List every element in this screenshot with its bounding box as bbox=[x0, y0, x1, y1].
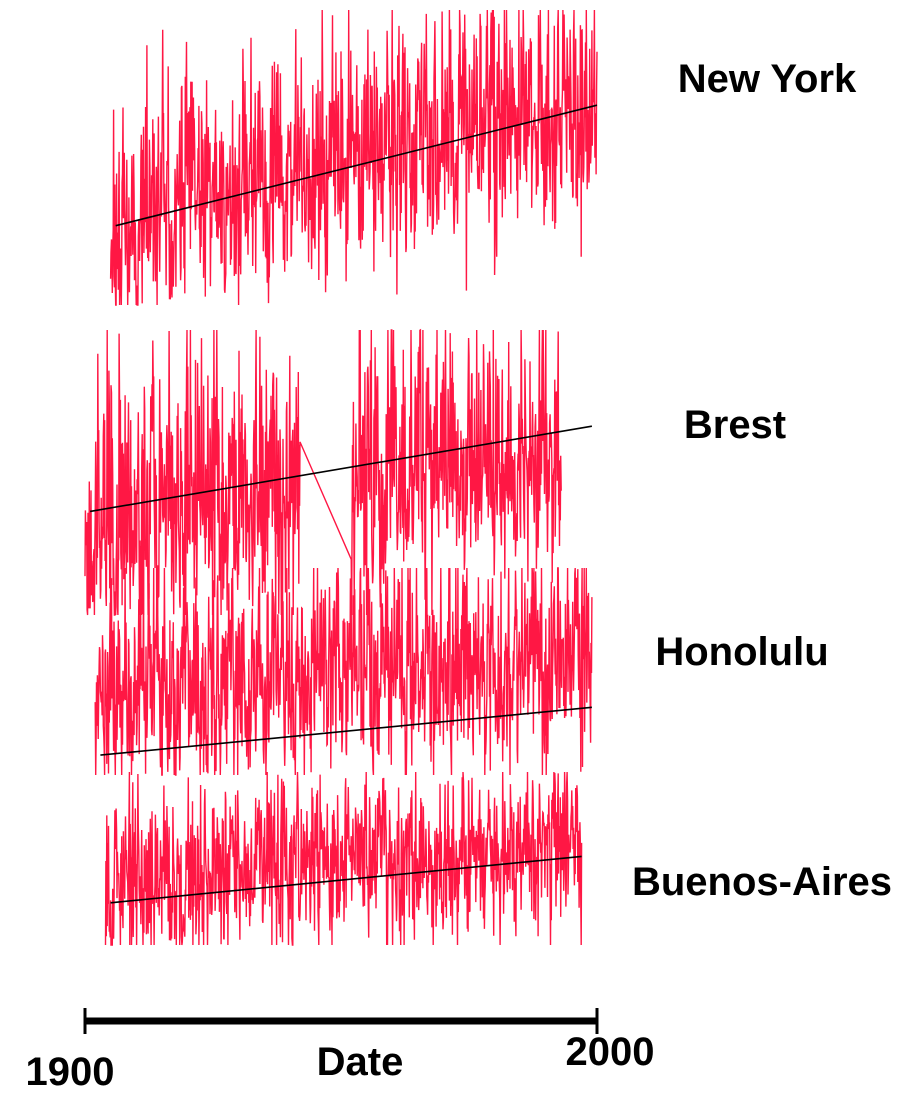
trend-line-honolulu bbox=[100, 706, 592, 756]
x-tick-label-2000: 2000 bbox=[566, 1030, 655, 1074]
series-layer bbox=[84, 9, 598, 946]
series-line-honolulu bbox=[94, 567, 593, 776]
series-line-buenos-aires bbox=[104, 771, 583, 946]
station-label-new-york: New York bbox=[678, 57, 857, 101]
trend-line-buenos-aires bbox=[110, 855, 582, 904]
station-labels: New York Brest Honolulu Buenos-Aires bbox=[632, 57, 892, 904]
x-tick-label-1900: 1900 bbox=[26, 1050, 115, 1094]
station-label-honolulu: Honolulu bbox=[655, 630, 828, 674]
series-line-new-york bbox=[109, 9, 598, 306]
trend-line-brest bbox=[89, 425, 593, 513]
x-axis-label: Date bbox=[317, 1040, 404, 1084]
series-line-brest bbox=[84, 328, 562, 616]
trend-line-new-york bbox=[115, 104, 598, 227]
station-label-brest: Brest bbox=[684, 403, 786, 447]
station-label-buenos-aires: Buenos-Aires bbox=[632, 860, 892, 904]
x-axis bbox=[83, 1008, 599, 1034]
